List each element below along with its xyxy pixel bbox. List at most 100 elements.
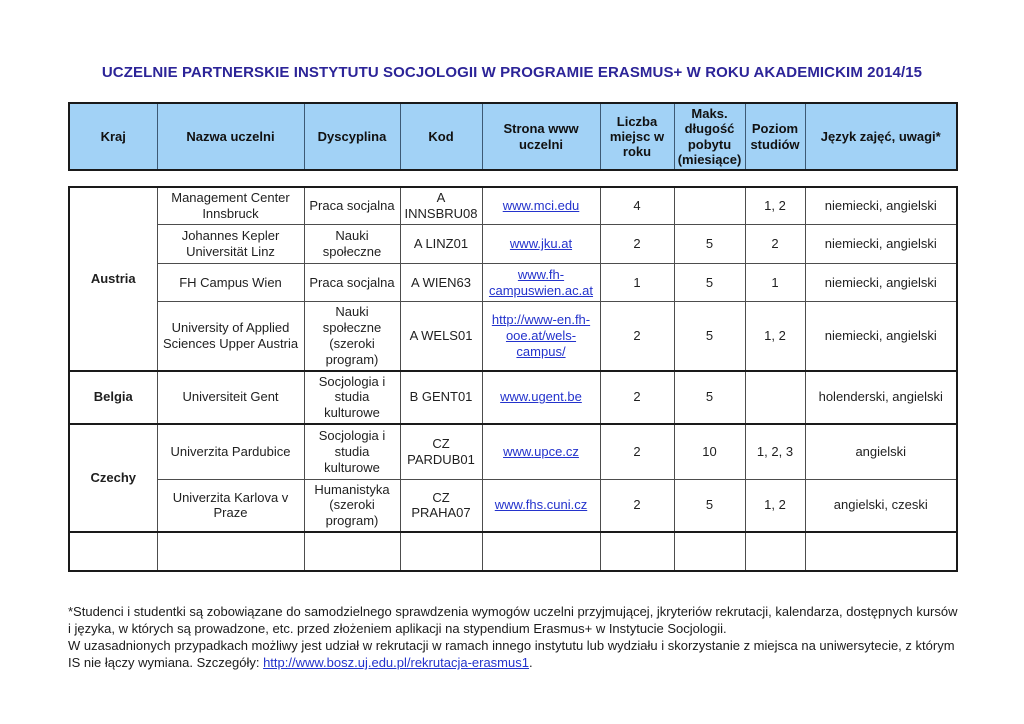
website-link[interactable]: http://www-en.fh-ooe.at/wels-campus/: [491, 311, 591, 359]
max-stay-cell: 5: [673, 301, 746, 372]
university-name-cell: Johannes Kepler Universität Linz: [156, 224, 305, 265]
code-cell: A LINZ01: [399, 224, 483, 265]
footnote-period: .: [528, 655, 533, 671]
level-cell: 1, 2: [744, 301, 806, 372]
language-cell: holenderski, angielski: [804, 369, 958, 425]
max-stay-cell: 5: [673, 478, 746, 533]
website-link[interactable]: www.ugent.be: [500, 389, 582, 405]
discipline-cell: Nauki społeczne (szeroki program): [303, 301, 401, 372]
country-cell-empty: [68, 531, 158, 572]
language-cell: angielski, czeski: [804, 478, 958, 533]
places-cell: 2: [599, 423, 675, 480]
footnote-paragraph-1: *Studenci i studentki są zobowiązane do …: [68, 604, 958, 637]
max-stay-cell: [673, 186, 746, 226]
partner-universities-table: Austria Management Center Innsbruck Prac…: [68, 186, 958, 573]
university-name-cell: Universiteit Gent: [156, 369, 305, 425]
max-stay-cell: [673, 531, 746, 572]
discipline-cell: Praca socjalna: [303, 186, 401, 226]
level-cell: 1, 2: [744, 478, 806, 533]
places-cell: 2: [599, 478, 675, 533]
discipline-cell: Socjologia i studia kulturowe: [303, 423, 401, 480]
code-cell: [399, 531, 483, 572]
language-cell: niemiecki, angielski: [804, 224, 958, 265]
website-cell: www.jku.at: [481, 224, 601, 265]
code-cell: CZ PRAHA07: [399, 478, 483, 533]
code-cell: A INNSBRU08: [399, 186, 483, 226]
country-cell-czechy: Czechy: [68, 423, 158, 533]
university-name-cell: Univerzita Karlova v Praze: [156, 478, 305, 533]
places-cell: 2: [599, 369, 675, 425]
country-cell-austria: Austria: [68, 186, 158, 372]
footnote-paragraph-2: W uzasadnionych przypadkach możliwy jest…: [68, 637, 958, 671]
website-cell: [481, 531, 601, 572]
column-header-kraj: Kraj: [68, 102, 158, 171]
table-row: Belgia Universiteit Gent Socjologia i st…: [68, 369, 958, 425]
university-name-cell: FH Campus Wien: [156, 263, 305, 303]
website-cell: www.upce.cz: [481, 423, 601, 480]
level-cell: 1, 2: [744, 186, 806, 226]
university-name-cell: Management Center Innsbruck: [156, 186, 305, 226]
website-link[interactable]: www.mci.edu: [502, 198, 580, 214]
level-cell: [744, 369, 806, 425]
level-cell: [744, 531, 806, 572]
language-cell: niemiecki, angielski: [804, 263, 958, 303]
column-header-dyscyplina: Dyscyplina: [303, 102, 401, 171]
table-row: Austria Management Center Innsbruck Prac…: [68, 186, 958, 372]
code-cell: A WELS01: [399, 301, 483, 372]
places-cell: 2: [599, 224, 675, 265]
places-cell: 1: [599, 263, 675, 303]
header-row: Kraj Nazwa uczelni Dyscyplina Kod Strona…: [68, 102, 958, 171]
website-cell: www.ugent.be: [481, 369, 601, 425]
places-cell: 4: [599, 186, 675, 226]
website-cell: www.fh-campuswien.ac.at: [481, 263, 601, 303]
code-cell: B GENT01: [399, 369, 483, 425]
country-cell-belgia: Belgia: [68, 369, 158, 425]
table-container: Kraj Nazwa uczelni Dyscyplina Kod Strona…: [68, 102, 958, 573]
discipline-cell: Nauki społeczne: [303, 224, 401, 265]
code-cell: A WIEN63: [399, 263, 483, 303]
column-header-kod: Kod: [399, 102, 483, 171]
university-name-cell: Univerzita Pardubice: [156, 423, 305, 480]
table-row: Univerzita Karlova v Praze Humanistyka (…: [69, 478, 958, 533]
discipline-cell: [303, 531, 401, 572]
discipline-cell: Socjologia i studia kulturowe: [303, 369, 401, 425]
table-row-empty: [68, 531, 958, 572]
footnote-link[interactable]: http://www.bosz.uj.edu.pl/rekrutacja-era…: [263, 655, 529, 671]
website-cell: http://www-en.fh-ooe.at/wels-campus/: [481, 301, 601, 372]
website-cell: www.mci.edu: [481, 186, 601, 226]
table-row: Johannes Kepler Universität Linz Nauki s…: [69, 224, 958, 265]
max-stay-cell: 5: [673, 369, 746, 425]
website-link[interactable]: www.jku.at: [509, 236, 573, 252]
website-link[interactable]: www.upce.cz: [503, 443, 579, 459]
university-name-cell: University of Applied Sciences Upper Aus…: [156, 301, 305, 372]
website-link[interactable]: www.fhs.cuni.cz: [494, 497, 588, 513]
footnote: *Studenci i studentki są zobowiązane do …: [68, 603, 958, 671]
max-stay-cell: 10: [673, 423, 746, 480]
table-row: Czechy Univerzita Pardubice Socjologia i…: [68, 423, 958, 533]
language-cell: angielski: [804, 423, 958, 480]
max-stay-cell: 5: [673, 224, 746, 265]
column-header-nazwa-uczelni: Nazwa uczelni: [156, 102, 305, 171]
level-cell: 1, 2, 3: [744, 423, 806, 480]
discipline-cell: Praca socjalna: [303, 263, 401, 303]
column-header-strona-www: Strona www uczelni: [481, 102, 601, 171]
column-header-poziom-studiow: Poziom studiów: [744, 102, 806, 171]
discipline-cell: Humanistyka (szeroki program): [303, 478, 401, 533]
language-cell: [804, 531, 958, 572]
column-header-maks-dlugosc: Maks. długość pobytu (miesiące): [673, 102, 746, 171]
table-row: University of Applied Sciences Upper Aus…: [69, 301, 958, 372]
column-header-liczba-miejsc: Liczba miejsc w roku: [599, 102, 675, 171]
table-header: Kraj Nazwa uczelni Dyscyplina Kod Strona…: [68, 102, 958, 172]
places-cell: 2: [599, 301, 675, 372]
level-cell: 2: [744, 224, 806, 265]
university-name-cell: [156, 531, 305, 572]
page-title: UCZELNIE PARTNERSKIE INSTYTUTU SOCJOLOGI…: [101, 64, 923, 81]
level-cell: 1: [744, 263, 806, 303]
website-link[interactable]: www.fh-campuswien.ac.at: [488, 266, 594, 298]
column-header-jezyk-zajec: Język zajęć, uwagi*: [804, 102, 958, 171]
places-cell: [599, 531, 675, 572]
table-row: FH Campus Wien Praca socjalna A WIEN63 w…: [69, 263, 958, 303]
language-cell: niemiecki, angielski: [804, 186, 958, 226]
code-cell: CZ PARDUB01: [399, 423, 483, 480]
